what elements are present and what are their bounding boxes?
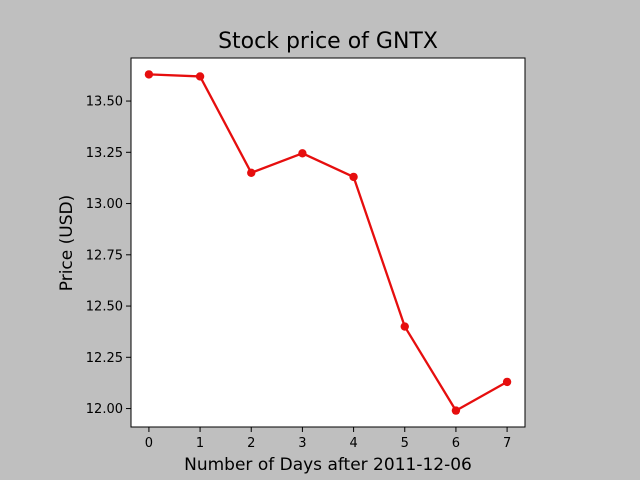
chart-title: Stock price of GNTX (218, 29, 438, 54)
y-tick-label: 12.25 (86, 351, 123, 366)
x-tick-label: 7 (503, 436, 511, 451)
x-tick-label: 1 (196, 436, 204, 451)
y-tick-label: 12.00 (86, 402, 123, 417)
data-point (145, 70, 153, 78)
x-tick-label: 0 (145, 436, 153, 451)
y-axis-label: Price (USD) (57, 195, 77, 291)
x-tick-label: 3 (298, 436, 306, 451)
data-point (452, 406, 460, 414)
data-point (401, 322, 409, 330)
data-point (349, 173, 357, 181)
y-tick-label: 12.50 (86, 300, 123, 315)
x-tick-label: 2 (247, 436, 255, 451)
x-tick-label: 4 (349, 436, 357, 451)
y-tick-label: 13.50 (86, 95, 123, 110)
data-point (196, 72, 204, 80)
y-tick-label: 12.75 (86, 248, 123, 263)
y-tick-label: 13.25 (86, 146, 123, 161)
x-tick-label: 6 (452, 436, 460, 451)
data-point (298, 149, 306, 157)
x-tick-label: 5 (401, 436, 409, 451)
data-point (247, 169, 255, 177)
plot-area (131, 58, 525, 427)
y-tick-label: 13.00 (86, 197, 123, 212)
data-point (503, 378, 511, 386)
x-axis-label: Number of Days after 2011-12-06 (184, 455, 472, 475)
